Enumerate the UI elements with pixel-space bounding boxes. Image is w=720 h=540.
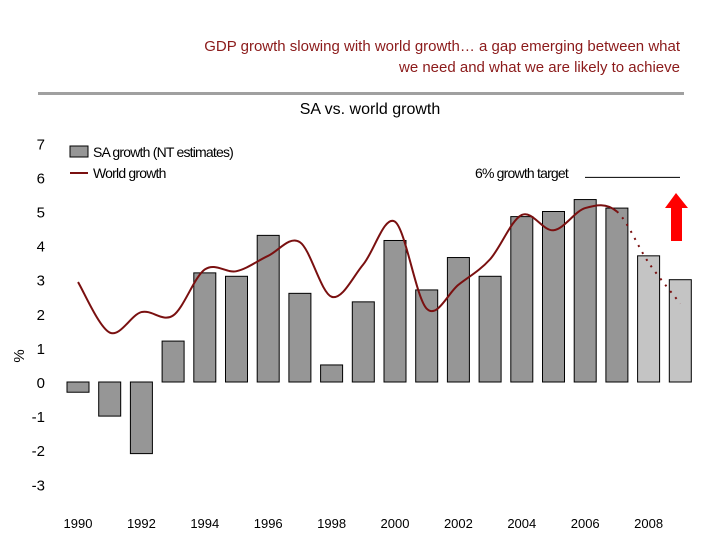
x-tick-label: 2002	[444, 516, 473, 531]
x-tick-label: 1998	[317, 516, 346, 531]
bar-1998	[320, 364, 344, 383]
bar-1991	[98, 381, 122, 417]
bar-2008	[637, 255, 661, 383]
bar-2009	[668, 279, 692, 383]
y-tick-label: 2	[37, 307, 45, 324]
y-axis-label: %	[11, 349, 28, 362]
x-tick-label: 2008	[634, 516, 663, 531]
y-tick-label: -1	[32, 409, 45, 426]
title-line-2: we need and what we are likely to achiev…	[398, 59, 680, 76]
title-line-1: GDP growth slowing with world growth… a …	[204, 38, 680, 55]
bar-2005	[542, 211, 565, 383]
bar-1997	[288, 292, 312, 383]
x-tick-label: 2006	[571, 516, 600, 531]
legend-swatch-sa	[69, 145, 89, 158]
bar-2007	[605, 207, 629, 383]
bar-2001	[415, 289, 439, 383]
bar-1994	[193, 272, 217, 383]
bar-2006	[573, 199, 597, 383]
bar-1990	[66, 381, 90, 393]
bar-2003	[478, 275, 502, 383]
y-tick-label: -3	[32, 477, 45, 494]
chart-title: SA vs. world growth	[299, 101, 441, 118]
x-tick-label: 1992	[127, 516, 156, 531]
y-tick-label: 0	[37, 375, 45, 392]
x-tick-label: 1996	[254, 516, 283, 531]
y-tick-label: 5	[37, 205, 45, 222]
bar-1996	[256, 234, 280, 383]
bar-2000	[383, 239, 407, 383]
bar-2004	[510, 216, 534, 383]
slide-title: GDP growth slowing with world growth… a …	[40, 36, 680, 78]
world-growth-line	[77, 204, 618, 335]
bar-2002	[446, 257, 470, 383]
y-tick-label: 4	[37, 239, 45, 256]
bar-1995	[225, 275, 248, 383]
x-tick-label: 1994	[190, 516, 219, 531]
x-tick-label: 1990	[64, 516, 93, 531]
bar-1993	[161, 340, 185, 383]
y-tick-label: 7	[37, 136, 45, 153]
legend-label-sa: SA growth (NT estimates)	[93, 144, 233, 160]
y-tick-label: 3	[37, 273, 45, 290]
divider	[38, 92, 684, 95]
y-tick-label: -2	[32, 443, 45, 460]
y-tick-label: 6	[37, 170, 45, 187]
bar-1999	[351, 301, 375, 383]
bar-1992	[129, 381, 153, 455]
target-label: 6% growth target	[475, 165, 569, 181]
legend-label-world: World growth	[93, 165, 166, 181]
up-arrow-icon	[665, 193, 688, 241]
x-tick-label: 2000	[381, 516, 410, 531]
x-tick-label: 2004	[507, 516, 536, 531]
y-tick-label: 1	[37, 341, 45, 358]
